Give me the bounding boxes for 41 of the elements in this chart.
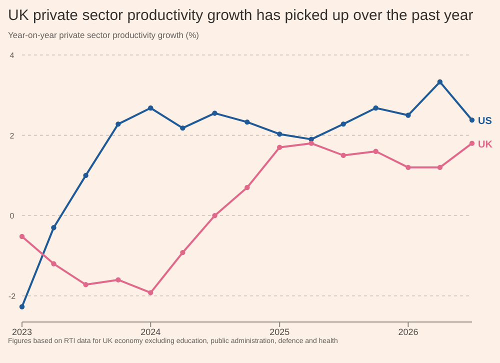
y-tick-label: 4 — [10, 51, 15, 60]
point — [180, 125, 186, 131]
chart-subtitle: Year-on-year private sector productivity growth (%) — [8, 30, 200, 40]
point — [212, 213, 218, 218]
point — [148, 105, 154, 111]
series-label: US — [478, 116, 492, 128]
point — [51, 225, 56, 230]
point — [276, 144, 282, 150]
point — [340, 152, 346, 158]
x-tick-label: 2025 — [270, 327, 290, 337]
point — [116, 121, 121, 127]
series-label: UK — [478, 139, 494, 150]
point — [19, 304, 25, 310]
point — [83, 172, 88, 178]
y-tick-label: 2 — [10, 131, 15, 140]
x-tick-label: 2026 — [398, 327, 418, 337]
x-tick-label: 2023 — [12, 327, 32, 337]
point — [51, 261, 56, 266]
point — [437, 79, 443, 84]
point — [373, 105, 378, 111]
point — [212, 110, 218, 116]
point — [116, 277, 121, 282]
point — [373, 148, 378, 154]
y-tick-label: -2 — [8, 292, 16, 301]
point — [244, 184, 250, 190]
point — [469, 117, 475, 123]
point — [276, 131, 282, 137]
point — [437, 164, 443, 170]
x-tick-label: 2024 — [140, 327, 161, 337]
chart-title: UK private sector productivity growth has picked up over the past year — [8, 7, 474, 24]
point — [244, 119, 250, 125]
point — [180, 250, 186, 256]
point — [19, 234, 25, 240]
point — [148, 290, 154, 296]
point — [469, 140, 475, 146]
y-tick-label: 0 — [10, 212, 15, 221]
point — [406, 164, 411, 170]
point — [83, 282, 88, 288]
point — [308, 140, 314, 146]
point — [340, 121, 346, 127]
point — [406, 112, 411, 118]
